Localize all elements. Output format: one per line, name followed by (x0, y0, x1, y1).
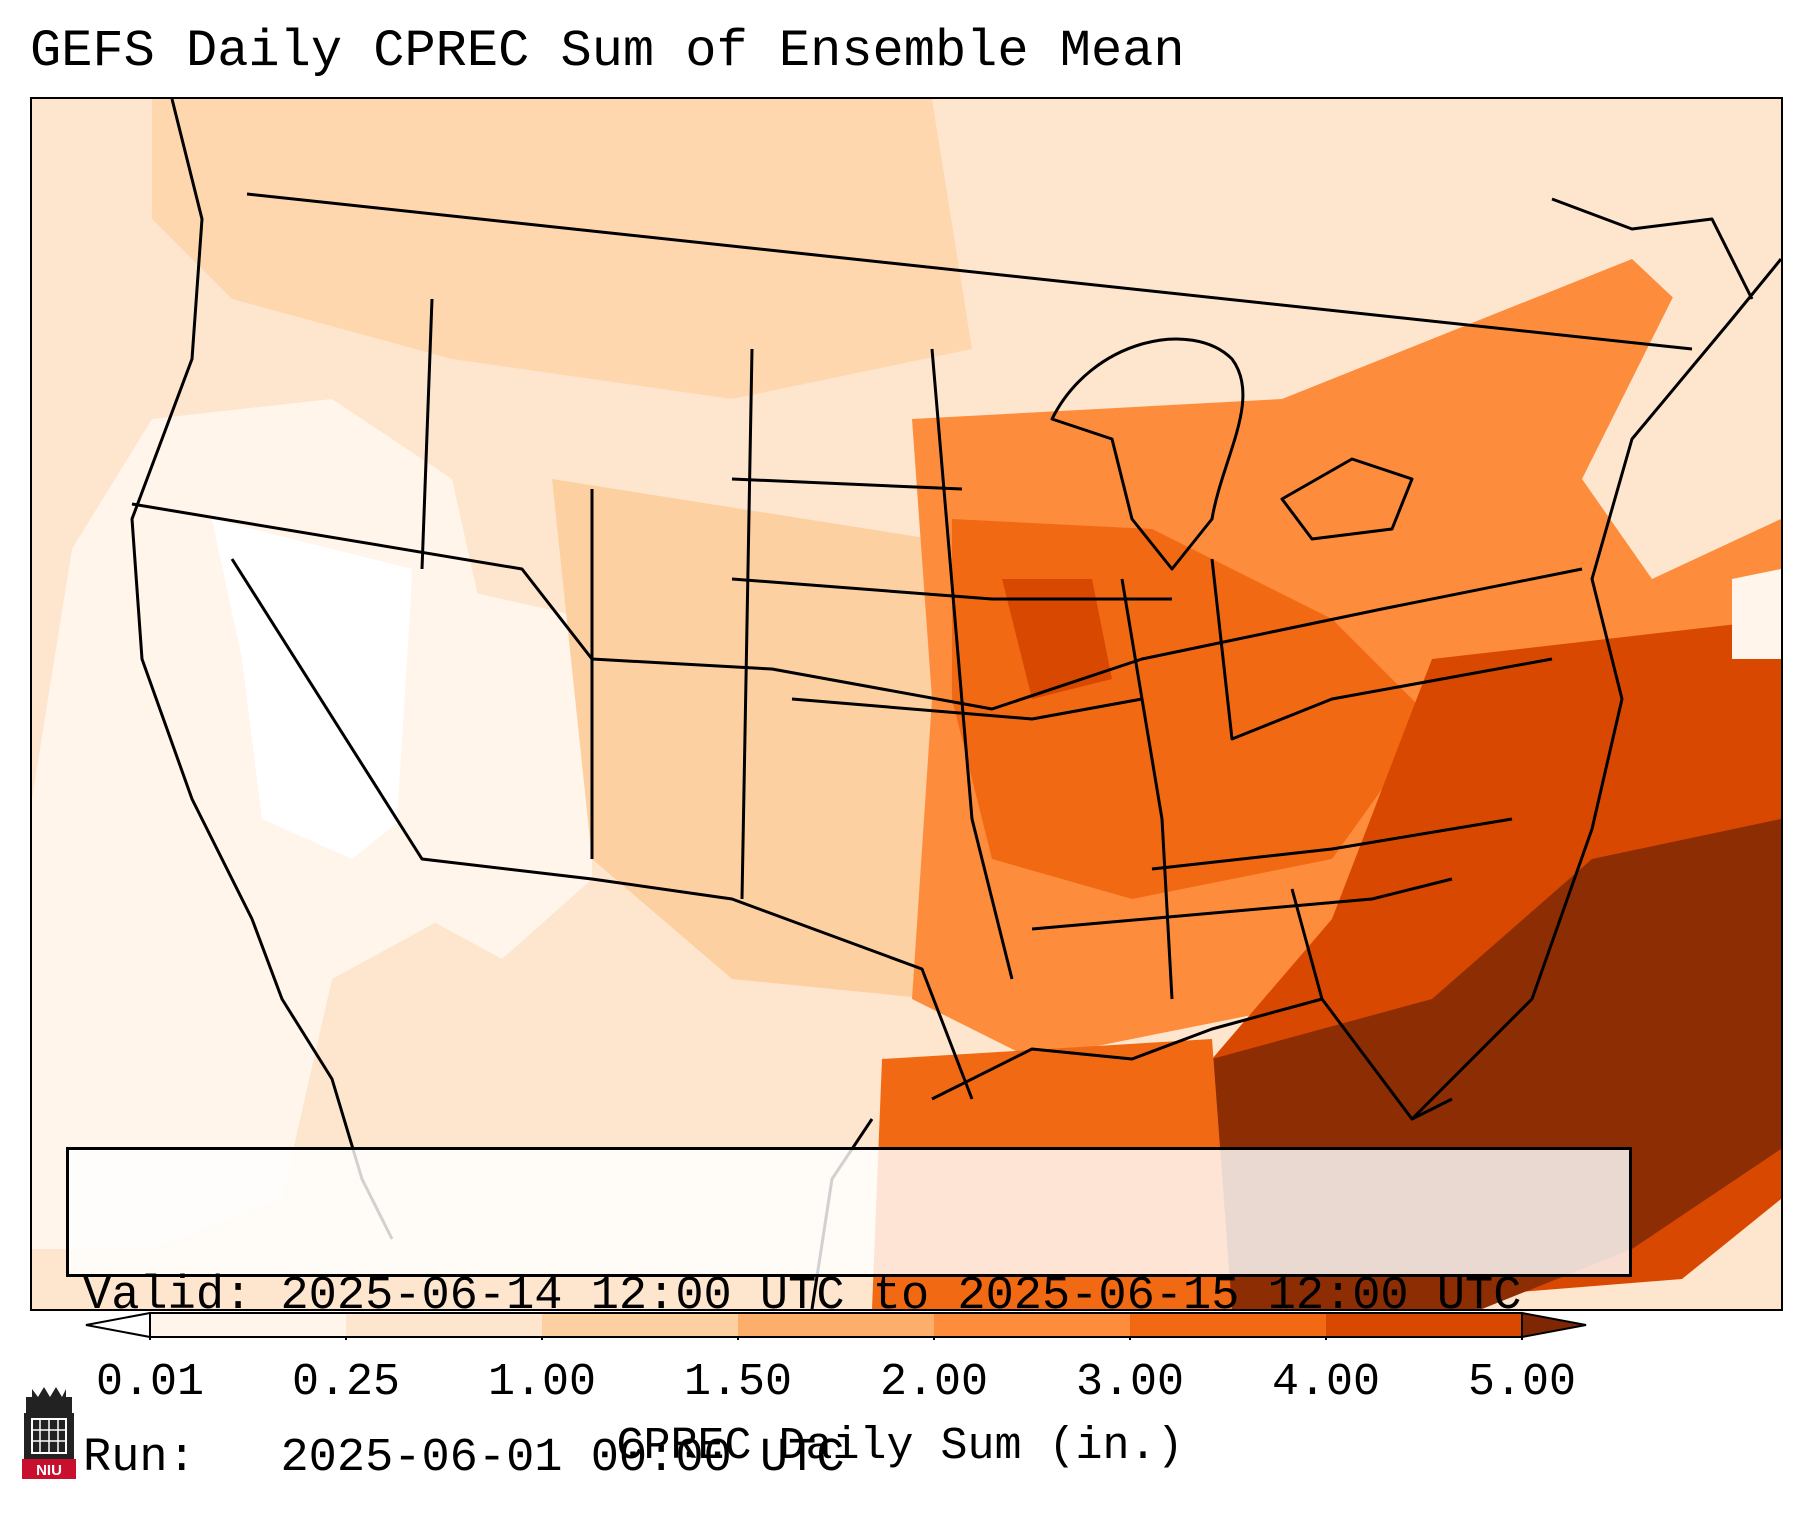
west-coastline (130, 99, 394, 1240)
precipitation-map (30, 97, 1783, 1311)
canada-coastline (1551, 197, 1754, 300)
run-row: Run: 2025-06-01 00:00 UTC (83, 1432, 1615, 1486)
state-line-n (1290, 888, 1453, 1121)
run-value: 2025-06-01 00:00 UTC (280, 1432, 845, 1485)
southwest-region (392, 579, 592, 959)
colorbar-segment (1130, 1313, 1327, 1337)
state-line-h (731, 577, 1172, 601)
colorbar-tick-label: 0.25 (291, 1357, 401, 1408)
gulf-coastline (931, 997, 1323, 1101)
colorbar-tick-label: 5.00 (1467, 1357, 1577, 1408)
colorbar-tick-label: 1.00 (487, 1357, 597, 1408)
great-lakes-michigan (1050, 337, 1245, 571)
colorbar-label: CPREC Daily Sum (in.) (616, 1421, 1184, 1472)
svg-text:NIU: NIU (36, 1462, 62, 1479)
colorbar-over-arrow (1521, 1311, 1587, 1339)
colorbar-tick-label: 3.00 (1075, 1357, 1185, 1408)
colorbar-segment (934, 1313, 1131, 1337)
colorbar-frame (149, 1312, 1523, 1338)
colorbar-segment (542, 1313, 739, 1337)
state-line-j (1120, 578, 1174, 1000)
colorbar-tick-label: 1.50 (683, 1357, 793, 1408)
state-line-f (930, 348, 1014, 980)
colorbar-segment (346, 1313, 543, 1337)
colorbar-segment (150, 1313, 347, 1337)
niu-tower-logo-icon: NIU (22, 1387, 76, 1479)
state-line-g (731, 477, 963, 491)
state-line-m (1031, 877, 1453, 931)
iowa-max-region (1002, 579, 1112, 699)
page-title: GEFS Daily CPREC Sum of Ensemble Mean (30, 22, 1185, 81)
colorbar-under-arrow (85, 1311, 151, 1339)
colorbar-tick-label: 2.00 (879, 1357, 989, 1408)
canada-border (246, 192, 1693, 351)
run-label: Run: (83, 1432, 196, 1485)
plains-region (552, 479, 1012, 999)
state-line-i (791, 697, 1143, 721)
colorbar-segment (1326, 1313, 1523, 1337)
state-line-a (131, 502, 1583, 711)
colorbar (85, 1311, 1587, 1340)
state-line-d (420, 298, 434, 570)
state-line-e (740, 348, 754, 900)
east-coastline (1410, 258, 1781, 1121)
northern-tier-region (152, 99, 972, 399)
state-line-l (1151, 817, 1513, 871)
state-line-k (1210, 558, 1553, 741)
map-canvas (32, 99, 1781, 1309)
offshore-light-region (1732, 569, 1781, 659)
boundary-lines (130, 99, 1781, 1309)
great-lakes-erie-ontario (1280, 457, 1414, 541)
colorbar-tick-label: 4.00 (1271, 1357, 1381, 1408)
state-line-b (230, 558, 974, 1100)
northeast-light-region (1582, 99, 1781, 579)
valid-run-info-box: Valid: 2025-06-14 12:00 UTC to 2025-06-1… (66, 1147, 1632, 1485)
colorbar-segment (738, 1313, 935, 1337)
colorbar-tick-label: 0.01 (95, 1357, 205, 1408)
